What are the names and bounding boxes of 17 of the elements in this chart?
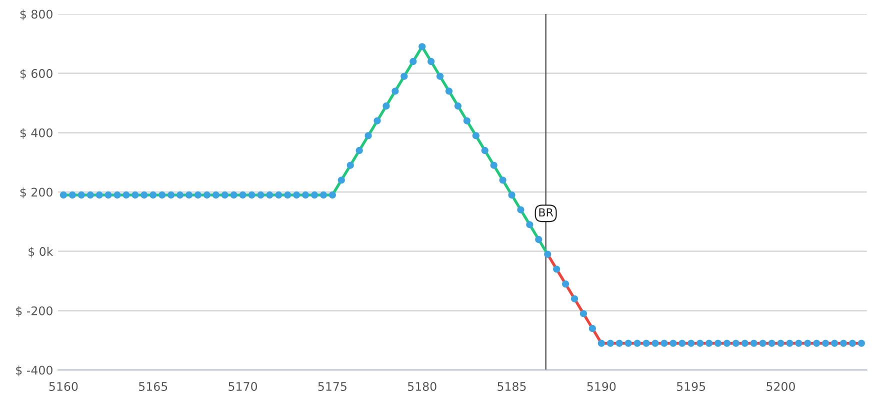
y-tick-label: $ 600 <box>20 68 52 80</box>
x-tick-label: 5185 <box>498 382 526 391</box>
x-tick-label: 5190 <box>587 382 616 391</box>
y-tick-label: $ 800 <box>20 10 52 20</box>
x-tick-label: 5195 <box>676 382 706 391</box>
x-tick-label: 5165 <box>139 382 168 391</box>
y-tick-label: $ -200 <box>16 306 52 317</box>
y-tick-label: $ 400 <box>20 128 52 139</box>
x-tick-label: 5200 <box>766 382 795 391</box>
y-tick-label: $ 200 <box>20 188 52 198</box>
x-tick-label: 5175 <box>318 382 346 391</box>
x-tick-label: 5170 <box>228 382 258 391</box>
y-tick-label: $ -400 <box>16 366 52 376</box>
y-tick-label: $ 0k <box>28 246 54 258</box>
x-tick-label: 5160 <box>49 382 78 391</box>
ref-line-label: BR <box>539 208 554 216</box>
x-tick-label: 5180 <box>408 382 436 391</box>
